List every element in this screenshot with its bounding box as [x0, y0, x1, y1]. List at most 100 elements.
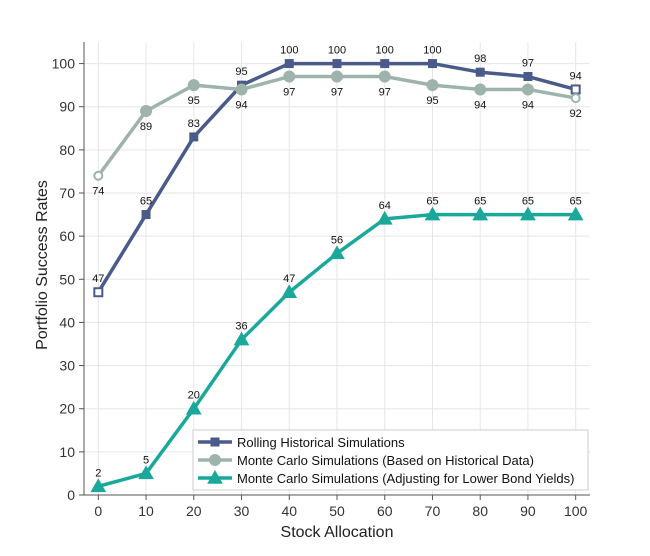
y-tick-label: 60 — [59, 228, 75, 244]
y-tick-label: 90 — [59, 99, 75, 115]
y-tick-label: 50 — [59, 271, 75, 287]
data-point — [521, 83, 534, 96]
data-label: 94 — [522, 99, 534, 111]
data-point — [570, 84, 581, 95]
x-tick-label: 30 — [234, 503, 250, 519]
y-tick-label: 70 — [59, 185, 75, 201]
data-point — [520, 206, 536, 221]
data-point — [138, 465, 154, 480]
legend-entry: Monte Carlo Simulations (Adjusting for L… — [198, 469, 574, 486]
data-point — [284, 59, 294, 69]
legend-swatch-marker — [207, 469, 223, 484]
legend-swatch-marker — [209, 454, 221, 466]
data-label: 5 — [143, 454, 149, 466]
data-label: 36 — [235, 321, 247, 333]
data-label: 56 — [331, 234, 343, 246]
legend-entry: Rolling Historical Simulations — [198, 435, 405, 450]
legend-label: Rolling Historical Simulations — [237, 435, 405, 450]
data-point — [93, 287, 104, 298]
y-tick-label: 40 — [59, 314, 75, 330]
x-tick-label: 0 — [94, 503, 102, 519]
data-label: 95 — [426, 95, 438, 107]
data-label: 65 — [474, 196, 486, 208]
data-point — [472, 206, 489, 221]
data-point — [233, 331, 250, 346]
legend: Rolling Historical Simulations Monte Carl… — [192, 429, 589, 491]
data-label: 95 — [188, 95, 200, 107]
data-label: 74 — [92, 186, 104, 198]
y-axis-title: Portfolio Success Rates — [34, 180, 51, 350]
data-label: 100 — [328, 45, 346, 57]
data-point — [376, 210, 393, 225]
data-point — [235, 83, 248, 96]
data-label: 2 — [95, 467, 101, 479]
data-label: 65 — [140, 196, 152, 208]
x-tick-label: 60 — [377, 503, 393, 519]
data-point — [378, 70, 391, 83]
data-label: 94 — [235, 99, 247, 111]
data-label: 83 — [188, 118, 200, 130]
data-label: 97 — [522, 58, 534, 70]
data-point — [141, 210, 151, 220]
y-tick-label: 30 — [59, 358, 75, 374]
data-label: 95 — [235, 66, 247, 78]
y-tick-label: 10 — [59, 444, 75, 460]
data-label: 100 — [376, 45, 394, 57]
series-1 — [93, 59, 581, 298]
data-point — [332, 59, 342, 69]
axes: 0 10 20 30 40 50 60 70 80 90 100 0 10 20 30 40 50 60 70 80 9… — [52, 42, 590, 519]
data-point — [281, 284, 298, 298]
data-label: 89 — [140, 121, 152, 133]
data-label: 47 — [92, 273, 104, 285]
y-tick-label: 80 — [59, 142, 75, 158]
data-label: 47 — [283, 273, 295, 285]
data-point — [474, 83, 487, 96]
data-label: 94 — [474, 99, 486, 111]
data-label: 97 — [283, 87, 295, 99]
data-point — [567, 206, 584, 221]
data-point — [140, 105, 153, 118]
data-label: 65 — [522, 196, 534, 208]
legend-box — [192, 429, 589, 491]
data-label: 92 — [570, 108, 582, 120]
data-label: 97 — [379, 87, 391, 99]
data-point — [185, 400, 202, 415]
x-tick-label: 80 — [472, 503, 488, 519]
x-tick-label: 90 — [520, 503, 536, 519]
data-label: 20 — [188, 390, 200, 402]
data-point — [93, 170, 104, 181]
series-area — [90, 59, 584, 493]
y-tick-label: 20 — [59, 401, 75, 417]
x-tick-label: 20 — [186, 503, 202, 519]
data-label: 64 — [379, 200, 391, 212]
data-point — [426, 79, 439, 92]
x-tick-label: 10 — [138, 503, 154, 519]
data-point — [380, 59, 390, 69]
data-label: 65 — [426, 196, 438, 208]
legend-label: Monte Carlo Simulations (Adjusting for L… — [237, 471, 574, 486]
grid — [84, 42, 590, 496]
data-point — [189, 132, 199, 142]
x-tick-label: 50 — [329, 503, 345, 519]
y-tick-label: 0 — [67, 487, 75, 503]
legend-swatch-marker — [210, 437, 220, 447]
data-label: 100 — [423, 45, 441, 57]
data-point — [331, 70, 343, 83]
legend-entry: Monte Carlo Simulations (Based on Histor… — [198, 453, 534, 468]
data-label: 97 — [331, 87, 343, 99]
data-point — [424, 206, 441, 221]
x-axis-title: Stock Allocation — [281, 524, 394, 541]
data-point — [427, 59, 437, 69]
data-point — [523, 72, 533, 82]
data-point — [283, 70, 296, 83]
x-tick-label: 100 — [564, 503, 588, 519]
data-labels: 47 65 83 95 100 100 100 100 98 97 94 74 89 95 94 97 97 97… — [92, 45, 582, 480]
data-point — [329, 245, 345, 260]
data-label: 65 — [570, 196, 582, 208]
series-3 — [90, 206, 584, 493]
series-2 — [93, 70, 581, 181]
y-tick-label: 100 — [52, 56, 76, 72]
x-tick-label: 70 — [425, 503, 441, 519]
x-tick-label: 40 — [281, 503, 297, 519]
